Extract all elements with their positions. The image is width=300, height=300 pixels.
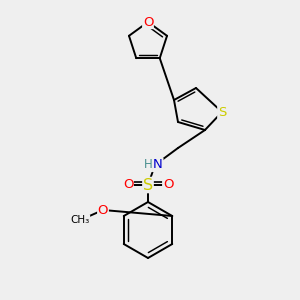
Text: S: S xyxy=(218,106,226,118)
Text: O: O xyxy=(98,203,108,217)
Text: O: O xyxy=(143,16,153,28)
Text: N: N xyxy=(153,158,163,172)
Text: S: S xyxy=(143,178,153,193)
Text: CH₃: CH₃ xyxy=(70,215,90,225)
Text: H: H xyxy=(144,158,152,172)
Text: O: O xyxy=(163,178,173,191)
Text: O: O xyxy=(123,178,133,191)
